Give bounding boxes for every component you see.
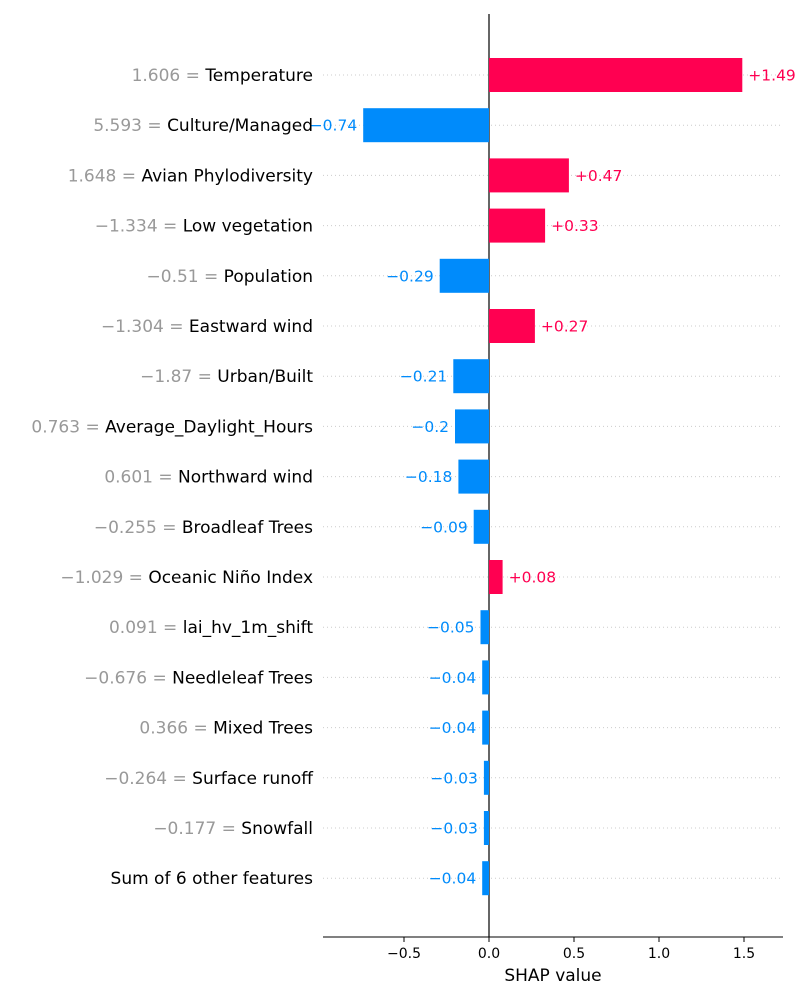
feature-name: Broadleaf Trees xyxy=(182,518,313,538)
bar xyxy=(489,208,546,243)
row-label: 1.648 = Avian Phylodiversity xyxy=(68,166,313,186)
x-tick-label: 1.5 xyxy=(733,946,755,962)
feature-value: −0.676 = xyxy=(84,668,172,688)
bar xyxy=(489,309,535,343)
value-label: +0.47 xyxy=(575,167,623,185)
feature-name: Temperature xyxy=(204,66,313,86)
row-label: −0.264 = Surface runoff xyxy=(104,769,314,789)
value-label: −0.04 xyxy=(429,719,477,737)
feature-name: Avian Phylodiversity xyxy=(141,166,313,186)
bar xyxy=(439,258,489,293)
value-label: −0.04 xyxy=(429,669,477,687)
value-label: −0.05 xyxy=(427,619,475,637)
bar xyxy=(489,58,743,92)
value-label: −0.74 xyxy=(310,117,358,135)
x-tick-label: 1.0 xyxy=(648,946,670,962)
feature-name: Snowfall xyxy=(241,819,313,839)
feature-value: −0.177 = xyxy=(153,819,241,839)
value-label: −0.04 xyxy=(429,870,477,888)
feature-value: 1.648 = xyxy=(68,166,142,186)
bar xyxy=(489,158,569,193)
x-tick-label: 0.5 xyxy=(563,946,585,962)
value-label: −0.21 xyxy=(400,368,448,386)
bar xyxy=(482,660,489,695)
value-label: +0.33 xyxy=(551,217,599,235)
feature-name: Oceanic Niño Index xyxy=(148,568,313,588)
row-label: −1.029 = Oceanic Niño Index xyxy=(60,568,313,588)
bar xyxy=(489,560,503,594)
row-label: 0.763 = Average_Daylight_Hours xyxy=(31,417,313,437)
row-label: 5.593 = Culture/Managed xyxy=(93,116,313,136)
feature-value: −0.255 = xyxy=(94,518,182,538)
row-label: −0.255 = Broadleaf Trees xyxy=(94,518,313,538)
feature-name: Northward wind xyxy=(178,468,313,488)
feature-value: −1.87 = xyxy=(140,367,217,387)
value-label: −0.09 xyxy=(420,518,468,536)
feature-name: Low vegetation xyxy=(183,217,313,237)
row-label: Sum of 6 other features xyxy=(111,869,314,889)
feature-value: −1.334 = xyxy=(95,217,183,237)
value-label: −0.18 xyxy=(405,468,453,486)
bar xyxy=(482,861,489,896)
feature-name: Culture/Managed xyxy=(167,116,313,136)
row-label: 0.091 = lai_hv_1m_shift xyxy=(109,618,313,638)
feature-value: 5.593 = xyxy=(93,116,167,136)
feature-name: lai_hv_1m_shift xyxy=(183,618,314,638)
row-label: −1.87 = Urban/Built xyxy=(140,367,313,387)
bar xyxy=(483,760,489,795)
bar xyxy=(363,108,489,143)
x-tick-label: −0.5 xyxy=(387,946,421,962)
feature-name: Urban/Built xyxy=(217,367,313,387)
bar xyxy=(480,610,489,645)
value-label: −0.03 xyxy=(430,769,478,787)
feature-name: Sum of 6 other features xyxy=(111,869,314,889)
feature-value: 0.601 = xyxy=(104,468,178,488)
row-label: −1.334 = Low vegetation xyxy=(95,217,313,237)
feature-name: Population xyxy=(224,267,313,287)
feature-name: Surface runoff xyxy=(192,769,314,789)
feature-value: 0.091 = xyxy=(109,618,183,638)
bar xyxy=(482,710,489,745)
feature-name: Needleleaf Trees xyxy=(172,668,313,688)
feature-name: Average_Daylight_Hours xyxy=(105,417,313,437)
value-label: −0.2 xyxy=(411,418,449,436)
feature-value: −0.51 = xyxy=(147,267,224,287)
x-tick-label: 0.0 xyxy=(478,946,500,962)
value-label: +0.27 xyxy=(541,318,589,336)
feature-value: 0.366 = xyxy=(139,719,213,739)
row-label: −0.177 = Snowfall xyxy=(153,819,313,839)
feature-name: Eastward wind xyxy=(189,317,313,337)
value-label: +0.08 xyxy=(509,569,556,587)
row-label: −1.304 = Eastward wind xyxy=(101,317,313,337)
bar xyxy=(473,509,489,544)
row-label: 0.601 = Northward wind xyxy=(104,468,313,488)
feature-name: Mixed Trees xyxy=(213,719,313,739)
bar xyxy=(483,811,489,845)
feature-value: 0.763 = xyxy=(31,417,105,437)
x-axis-label: SHAP value xyxy=(504,966,601,986)
value-label: −0.29 xyxy=(386,267,434,285)
row-label: −0.676 = Needleleaf Trees xyxy=(84,668,313,688)
row-label: 1.606 = Temperature xyxy=(132,66,313,86)
feature-value: 1.606 = xyxy=(132,66,206,86)
bar xyxy=(458,459,489,494)
row-label: −0.51 = Population xyxy=(147,267,313,287)
feature-value: −0.264 = xyxy=(104,769,192,789)
value-label: −0.03 xyxy=(430,820,478,838)
feature-value: −1.304 = xyxy=(101,317,189,337)
bar xyxy=(453,359,489,394)
value-label: +1.49 xyxy=(748,67,796,85)
bar xyxy=(455,409,489,444)
feature-value: −1.029 = xyxy=(60,568,148,588)
row-label: 0.366 = Mixed Trees xyxy=(139,719,313,739)
